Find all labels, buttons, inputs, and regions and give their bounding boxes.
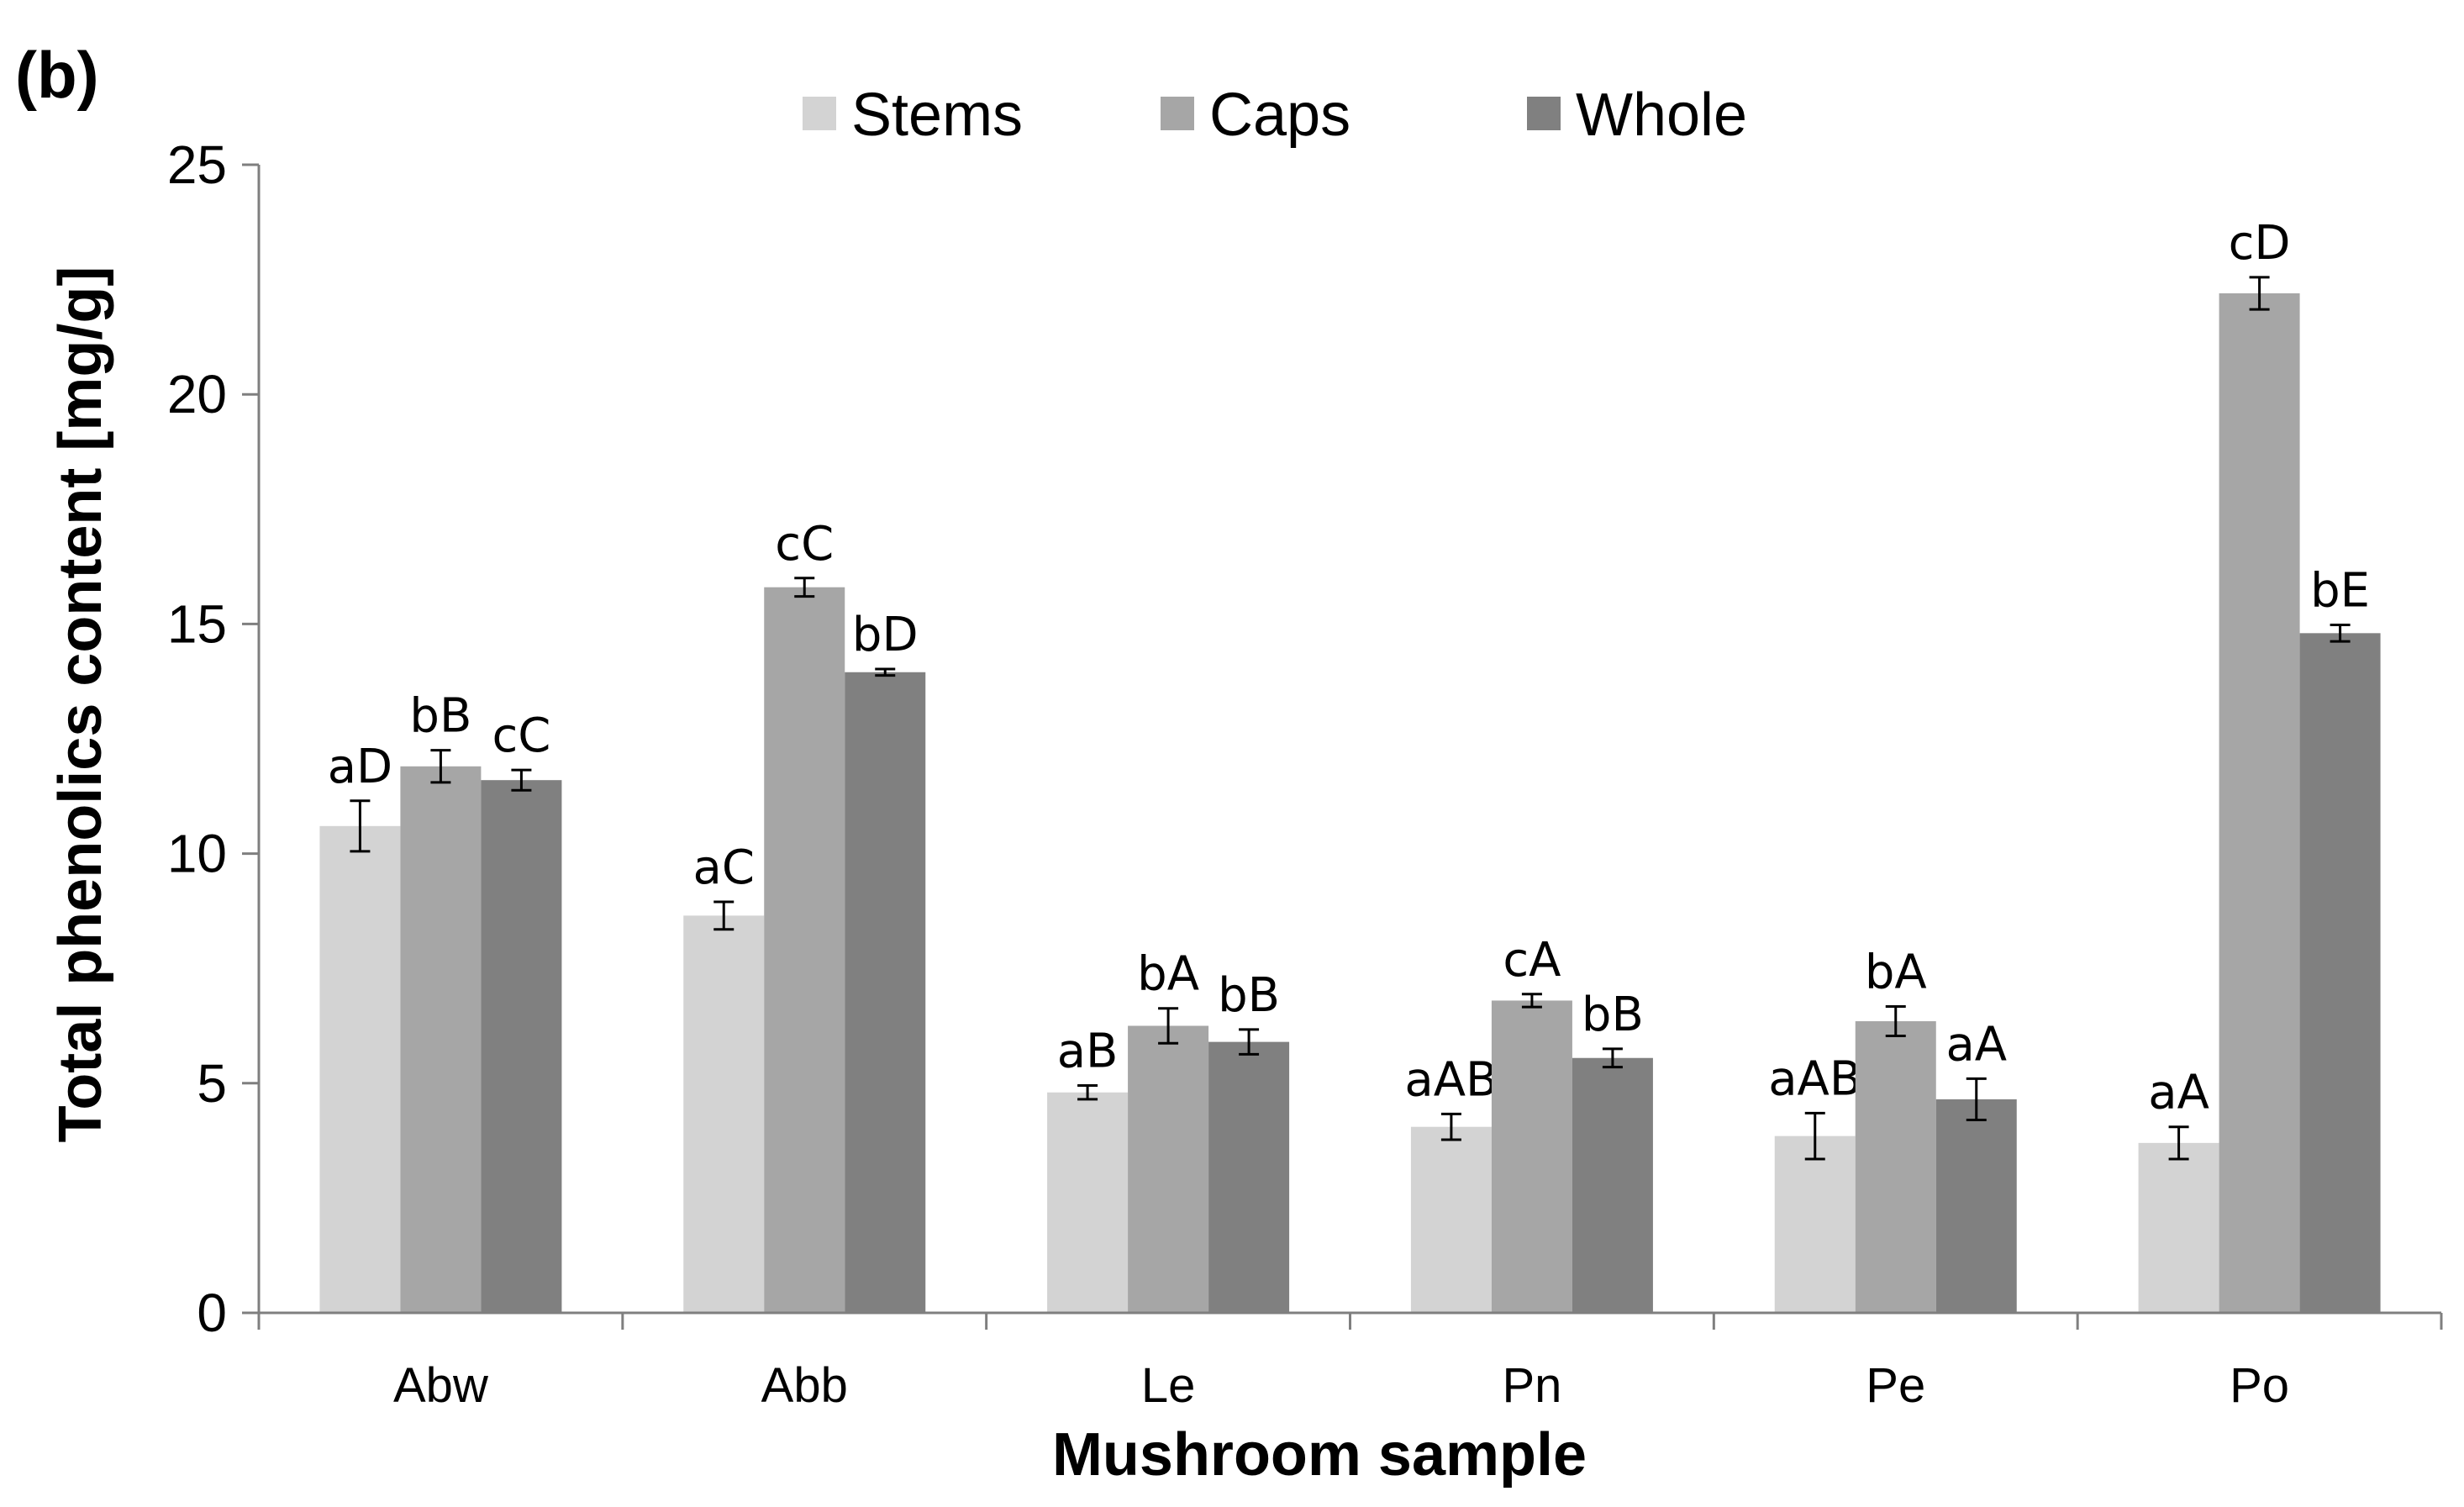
- x-tick-label: Pe: [1866, 1358, 1925, 1413]
- bar: [319, 825, 401, 1313]
- bar: [2138, 1142, 2219, 1313]
- data-label: aC: [693, 840, 755, 895]
- bar: [1572, 1057, 1653, 1313]
- data-label: cC: [492, 709, 550, 763]
- data-label: aD: [328, 740, 392, 794]
- bar: [2299, 633, 2381, 1313]
- legend-swatch: [803, 97, 836, 130]
- data-label: bB: [1218, 968, 1280, 1023]
- data-label: aA: [1945, 1017, 2007, 1072]
- bar: [1774, 1136, 1856, 1313]
- data-label: cC: [775, 517, 834, 572]
- bar: [2219, 292, 2300, 1314]
- bar: [1047, 1092, 1129, 1313]
- bar: [764, 587, 845, 1313]
- bar: [400, 766, 482, 1313]
- data-label: bB: [1582, 988, 1644, 1042]
- data-label: aAB: [1404, 1052, 1498, 1107]
- data-label: bB: [409, 689, 471, 744]
- y-axis-label: Total phenolics content [mg/g]: [47, 266, 114, 1143]
- bar: [1128, 1025, 1209, 1313]
- legend-label: Caps: [1209, 82, 1350, 149]
- data-label: aB: [1057, 1025, 1119, 1079]
- bar: [683, 915, 765, 1313]
- chart-legend: Stems Caps Whole: [803, 82, 1747, 149]
- x-tick-label: Le: [1141, 1358, 1196, 1413]
- x-axis-label: Mushroom sample: [1052, 1421, 1587, 1489]
- data-label: bD: [852, 608, 919, 662]
- data-label: cD: [2229, 216, 2291, 271]
- bar: [845, 672, 926, 1313]
- bar: [481, 780, 562, 1313]
- legend-label: Stems: [851, 82, 1023, 149]
- y-tick-label: 10: [167, 824, 227, 884]
- legend-label: Whole: [1576, 82, 1747, 149]
- bar: [1491, 1000, 1572, 1313]
- legend-swatch: [1161, 97, 1194, 130]
- chart-axes: 0 5 10 15 20 25 Abw Abb Le Pn Pe Po: [167, 134, 2443, 1413]
- data-label: cA: [1503, 933, 1561, 988]
- legend-swatch: [1527, 97, 1561, 130]
- x-tick-label: Abw: [393, 1358, 489, 1413]
- x-tick-label: Po: [2230, 1358, 2289, 1413]
- data-label: bA: [1865, 946, 1927, 1000]
- bar: [1855, 1021, 1936, 1313]
- y-tick-label: 25: [167, 134, 227, 195]
- data-label: bE: [2310, 563, 2370, 618]
- x-tick-label: Abb: [761, 1358, 848, 1413]
- y-tick-label: 20: [167, 364, 227, 424]
- data-label: bA: [1137, 947, 1199, 1002]
- bar: [1410, 1126, 1492, 1313]
- y-tick-label: 15: [167, 593, 227, 654]
- x-tick-label: Pn: [1502, 1358, 1561, 1413]
- bar: [1208, 1041, 1290, 1313]
- data-label: aAB: [1768, 1051, 1861, 1106]
- y-tick-label: 5: [197, 1053, 227, 1114]
- data-label: aA: [2148, 1066, 2209, 1120]
- panel-label: (b): [15, 38, 99, 112]
- bar: [1935, 1099, 2017, 1313]
- y-tick-label: 0: [197, 1283, 227, 1343]
